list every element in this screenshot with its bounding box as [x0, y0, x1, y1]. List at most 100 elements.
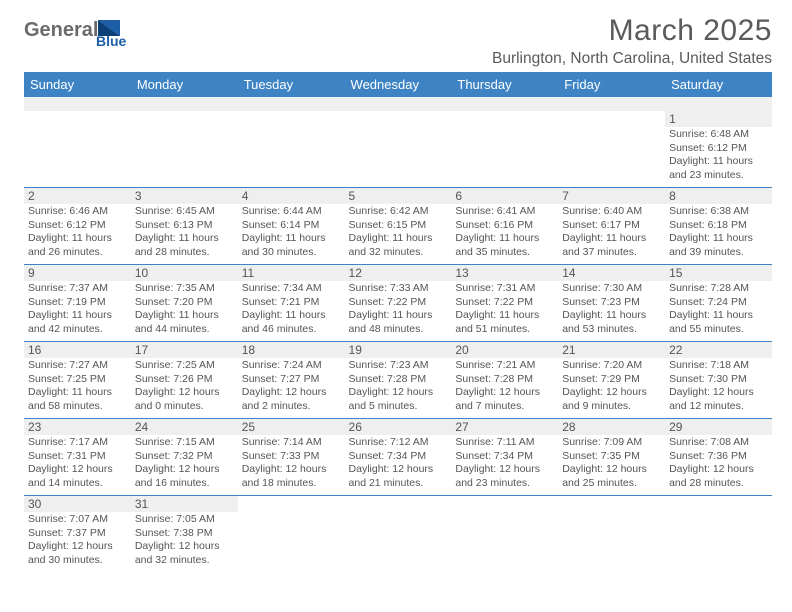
day-cell-12: 12Sunrise: 7:33 AMSunset: 7:22 PMDayligh…: [345, 265, 452, 342]
day-cell-3: 3Sunrise: 6:45 AMSunset: 6:13 PMDaylight…: [131, 188, 238, 265]
day-number: 23: [24, 419, 131, 435]
day-cell-7: 7Sunrise: 6:40 AMSunset: 6:17 PMDaylight…: [558, 188, 665, 265]
day-info: Sunrise: 7:33 AMSunset: 7:22 PMDaylight:…: [345, 281, 452, 338]
day-cell-24: 24Sunrise: 7:15 AMSunset: 7:32 PMDayligh…: [131, 419, 238, 496]
location-subtitle: Burlington, North Carolina, United State…: [492, 50, 772, 68]
day-info: Sunrise: 7:18 AMSunset: 7:30 PMDaylight:…: [665, 358, 772, 415]
calendar-row: 30Sunrise: 7:07 AMSunset: 7:37 PMDayligh…: [24, 496, 772, 573]
day-info: Sunrise: 6:40 AMSunset: 6:17 PMDaylight:…: [558, 204, 665, 261]
day-cell-18: 18Sunrise: 7:24 AMSunset: 7:27 PMDayligh…: [238, 342, 345, 419]
weekday-monday: Monday: [131, 72, 238, 97]
calendar-row: 16Sunrise: 7:27 AMSunset: 7:25 PMDayligh…: [24, 342, 772, 419]
day-cell-26: 26Sunrise: 7:12 AMSunset: 7:34 PMDayligh…: [345, 419, 452, 496]
day-number: 22: [665, 342, 772, 358]
day-cell-2: 2Sunrise: 6:46 AMSunset: 6:12 PMDaylight…: [24, 188, 131, 265]
day-number: 6: [451, 188, 558, 204]
day-info: Sunrise: 7:30 AMSunset: 7:23 PMDaylight:…: [558, 281, 665, 338]
calendar-table: SundayMondayTuesdayWednesdayThursdayFrid…: [24, 72, 772, 573]
day-info: Sunrise: 7:15 AMSunset: 7:32 PMDaylight:…: [131, 435, 238, 492]
day-cell-9: 9Sunrise: 7:37 AMSunset: 7:19 PMDaylight…: [24, 265, 131, 342]
day-info: Sunrise: 7:34 AMSunset: 7:21 PMDaylight:…: [238, 281, 345, 338]
day-cell-13: 13Sunrise: 7:31 AMSunset: 7:22 PMDayligh…: [451, 265, 558, 342]
empty-cell: [451, 111, 558, 188]
day-number: 27: [451, 419, 558, 435]
day-info: Sunrise: 7:21 AMSunset: 7:28 PMDaylight:…: [451, 358, 558, 415]
weekday-wednesday: Wednesday: [345, 72, 452, 97]
day-cell-23: 23Sunrise: 7:17 AMSunset: 7:31 PMDayligh…: [24, 419, 131, 496]
empty-cell: [558, 496, 665, 573]
day-number: 29: [665, 419, 772, 435]
day-cell-1: 1Sunrise: 6:48 AMSunset: 6:12 PMDaylight…: [665, 111, 772, 188]
empty-cell: [345, 111, 452, 188]
day-cell-8: 8Sunrise: 6:38 AMSunset: 6:18 PMDaylight…: [665, 188, 772, 265]
day-number: 4: [238, 188, 345, 204]
day-cell-31: 31Sunrise: 7:05 AMSunset: 7:38 PMDayligh…: [131, 496, 238, 573]
day-info: Sunrise: 7:25 AMSunset: 7:26 PMDaylight:…: [131, 358, 238, 415]
calendar-row: 1Sunrise: 6:48 AMSunset: 6:12 PMDaylight…: [24, 111, 772, 188]
day-info: Sunrise: 7:37 AMSunset: 7:19 PMDaylight:…: [24, 281, 131, 338]
weekday-sunday: Sunday: [24, 72, 131, 97]
day-info: Sunrise: 6:41 AMSunset: 6:16 PMDaylight:…: [451, 204, 558, 261]
brand-logo: General Blue: [24, 14, 142, 48]
empty-cell: [665, 496, 772, 573]
weekday-thursday: Thursday: [451, 72, 558, 97]
day-number: 16: [24, 342, 131, 358]
title-block: March 2025 Burlington, North Carolina, U…: [492, 14, 772, 68]
day-number: 7: [558, 188, 665, 204]
day-cell-28: 28Sunrise: 7:09 AMSunset: 7:35 PMDayligh…: [558, 419, 665, 496]
day-number: 31: [131, 496, 238, 512]
calendar-row: 23Sunrise: 7:17 AMSunset: 7:31 PMDayligh…: [24, 419, 772, 496]
day-cell-11: 11Sunrise: 7:34 AMSunset: 7:21 PMDayligh…: [238, 265, 345, 342]
day-number: 10: [131, 265, 238, 281]
empty-cell: [238, 111, 345, 188]
empty-cell: [131, 111, 238, 188]
day-number: 28: [558, 419, 665, 435]
spacer-row: [24, 97, 772, 111]
day-cell-20: 20Sunrise: 7:21 AMSunset: 7:28 PMDayligh…: [451, 342, 558, 419]
day-number: 11: [238, 265, 345, 281]
day-info: Sunrise: 6:46 AMSunset: 6:12 PMDaylight:…: [24, 204, 131, 261]
day-info: Sunrise: 7:24 AMSunset: 7:27 PMDaylight:…: [238, 358, 345, 415]
day-info: Sunrise: 7:20 AMSunset: 7:29 PMDaylight:…: [558, 358, 665, 415]
empty-cell: [238, 496, 345, 573]
weekday-friday: Friday: [558, 72, 665, 97]
day-number: 1: [665, 111, 772, 127]
empty-cell: [451, 496, 558, 573]
day-cell-17: 17Sunrise: 7:25 AMSunset: 7:26 PMDayligh…: [131, 342, 238, 419]
day-number: 24: [131, 419, 238, 435]
day-number: 9: [24, 265, 131, 281]
day-number: 15: [665, 265, 772, 281]
day-cell-5: 5Sunrise: 6:42 AMSunset: 6:15 PMDaylight…: [345, 188, 452, 265]
day-info: Sunrise: 7:17 AMSunset: 7:31 PMDaylight:…: [24, 435, 131, 492]
day-cell-14: 14Sunrise: 7:30 AMSunset: 7:23 PMDayligh…: [558, 265, 665, 342]
day-cell-21: 21Sunrise: 7:20 AMSunset: 7:29 PMDayligh…: [558, 342, 665, 419]
day-number: 5: [345, 188, 452, 204]
day-number: 18: [238, 342, 345, 358]
day-number: 20: [451, 342, 558, 358]
day-cell-6: 6Sunrise: 6:41 AMSunset: 6:16 PMDaylight…: [451, 188, 558, 265]
day-info: Sunrise: 6:44 AMSunset: 6:14 PMDaylight:…: [238, 204, 345, 261]
day-cell-4: 4Sunrise: 6:44 AMSunset: 6:14 PMDaylight…: [238, 188, 345, 265]
day-number: 26: [345, 419, 452, 435]
day-info: Sunrise: 6:42 AMSunset: 6:15 PMDaylight:…: [345, 204, 452, 261]
day-cell-27: 27Sunrise: 7:11 AMSunset: 7:34 PMDayligh…: [451, 419, 558, 496]
day-cell-30: 30Sunrise: 7:07 AMSunset: 7:37 PMDayligh…: [24, 496, 131, 573]
day-info: Sunrise: 6:38 AMSunset: 6:18 PMDaylight:…: [665, 204, 772, 261]
day-info: Sunrise: 7:12 AMSunset: 7:34 PMDaylight:…: [345, 435, 452, 492]
calendar-row: 2Sunrise: 6:46 AMSunset: 6:12 PMDaylight…: [24, 188, 772, 265]
day-number: 8: [665, 188, 772, 204]
day-info: Sunrise: 7:31 AMSunset: 7:22 PMDaylight:…: [451, 281, 558, 338]
day-number: 13: [451, 265, 558, 281]
day-info: Sunrise: 7:07 AMSunset: 7:37 PMDaylight:…: [24, 512, 131, 569]
day-info: Sunrise: 7:09 AMSunset: 7:35 PMDaylight:…: [558, 435, 665, 492]
logo-text-b: Blue: [96, 33, 127, 48]
day-number: 12: [345, 265, 452, 281]
empty-cell: [24, 111, 131, 188]
day-number: 17: [131, 342, 238, 358]
day-info: Sunrise: 7:11 AMSunset: 7:34 PMDaylight:…: [451, 435, 558, 492]
day-info: Sunrise: 7:27 AMSunset: 7:25 PMDaylight:…: [24, 358, 131, 415]
day-cell-25: 25Sunrise: 7:14 AMSunset: 7:33 PMDayligh…: [238, 419, 345, 496]
day-info: Sunrise: 7:28 AMSunset: 7:24 PMDaylight:…: [665, 281, 772, 338]
day-info: Sunrise: 7:05 AMSunset: 7:38 PMDaylight:…: [131, 512, 238, 569]
day-cell-22: 22Sunrise: 7:18 AMSunset: 7:30 PMDayligh…: [665, 342, 772, 419]
